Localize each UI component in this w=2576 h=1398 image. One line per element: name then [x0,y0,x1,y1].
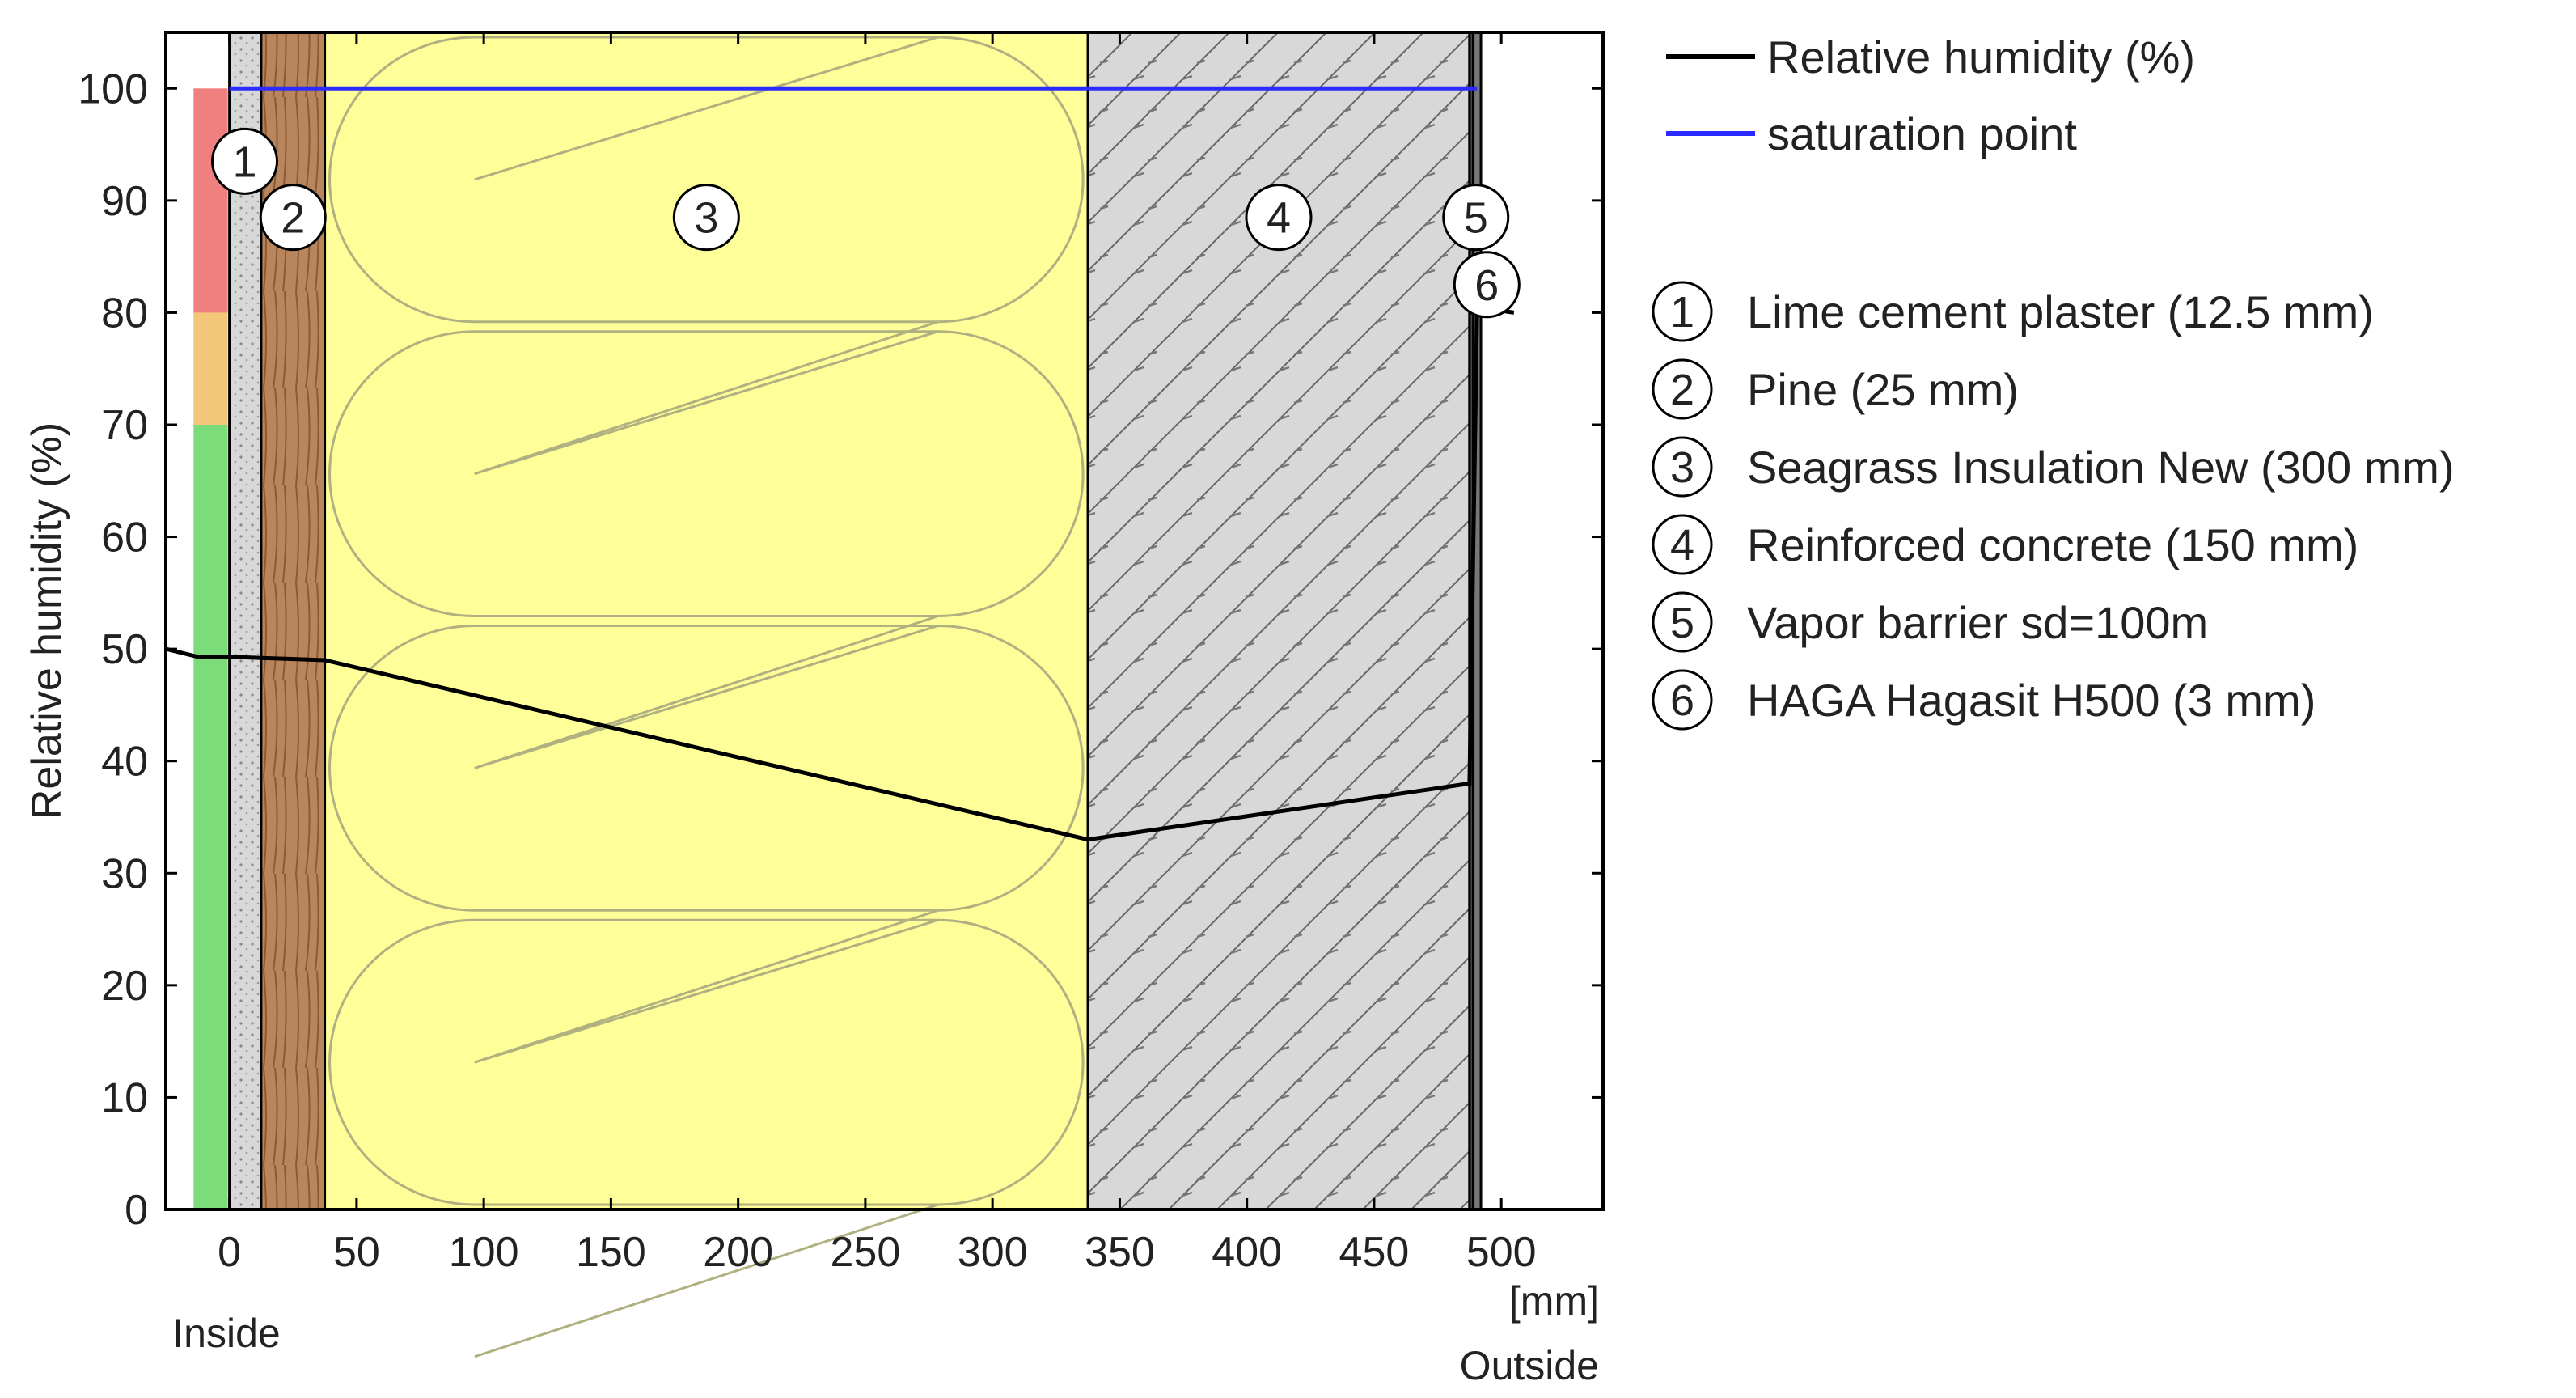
legend-layer-5-number: 5 [1670,599,1694,647]
legend-layer-2-number: 2 [1670,366,1694,414]
legend-layer-1-number: 1 [1670,288,1694,337]
legend-layer-5-marker [1652,591,1713,653]
x-tick-label-200: 200 [703,1229,773,1276]
layer-2-marker-number: 2 [281,194,305,243]
y-tick-label-20: 20 [101,963,148,1010]
layer-1-marker-number: 1 [232,138,256,186]
x-tick-label-400: 400 [1212,1229,1282,1276]
x-unit-label: [mm] [1509,1278,1599,1324]
insulation-loop-left-0 [328,36,938,324]
layer-6-marker-number: 6 [1474,261,1499,310]
layer-3-marker-number: 3 [694,194,718,243]
insulation-loop-right-0 [474,36,1085,476]
comfort-band-0 [193,425,228,1209]
x-tick-label-450: 450 [1339,1229,1410,1276]
insulation-loop-right-2 [474,624,1085,1064]
y-tick-label-90: 90 [101,178,148,225]
legend-layer-3-marker [1652,436,1713,498]
legend-layer-5-label: Vapor barrier sd=100m [1747,597,2208,648]
y-tick-label-100: 100 [78,66,148,112]
y-tick-label-80: 80 [101,290,148,337]
legend-layer-1-label: Lime cement plaster (12.5 mm) [1747,286,2374,337]
insulation-loop-left-1 [328,330,938,617]
legend-layer-6-label: HAGA Hagasit H500 (3 mm) [1747,675,2316,726]
legend-layer-2-label: Pine (25 mm) [1747,364,2019,415]
layer-5-marker [1442,184,1510,252]
y-tick-label-0: 0 [125,1187,148,1234]
x-tick-label-150: 150 [576,1229,646,1276]
x-tick-label-500: 500 [1466,1229,1537,1276]
y-tick-label-70: 70 [101,402,148,449]
legend-label-0: Relative humidity (%) [1767,32,2195,83]
legend-layer-6-number: 6 [1670,676,1694,725]
y-tick-label-30: 30 [101,850,148,897]
plot-frame [164,31,1605,1211]
insulation-loop-right-3 [474,918,1085,1358]
legend-label-1: saturation point [1767,108,2077,159]
layer-6-marker [1453,251,1521,319]
legend-layer-4-marker [1652,514,1713,575]
legend-layer-2-marker [1652,358,1713,420]
x-tick-label-350: 350 [1085,1229,1155,1276]
legend-layer-6-marker [1652,669,1713,731]
layer-1-marker [210,127,278,195]
legend-layer-3-number: 3 [1670,443,1694,492]
layer-1-rect [228,31,263,1211]
y-tick-label-50: 50 [101,626,148,673]
outside-label: Outside [1460,1343,1599,1388]
insulation-loop-left-2 [328,625,938,912]
legend-layer-4-number: 4 [1670,521,1694,570]
comfort-band-1 [193,312,228,425]
insulation-loop-right-1 [474,330,1085,769]
insulation-pattern [328,36,1085,1358]
layer-4-marker-number: 4 [1267,194,1291,243]
x-tick-label-0: 0 [218,1229,241,1276]
y-tick-label-60: 60 [101,515,148,561]
x-tick-label-300: 300 [958,1229,1028,1276]
layer-4-marker [1245,184,1313,252]
layer-2-marker [259,184,327,252]
legend-layer-4-label: Reinforced concrete (150 mm) [1747,519,2358,570]
x-tick-label-100: 100 [449,1229,519,1276]
layer-3-marker [672,184,740,252]
layer-5-marker-number: 5 [1464,194,1488,243]
y-axis-title: Relative humidity (%) [23,422,70,820]
inside-label: Inside [172,1311,280,1356]
legend-layer-3-label: Seagrass Insulation New (300 mm) [1747,442,2455,493]
insulation-loop-left-3 [328,918,938,1206]
y-tick-label-40: 40 [101,739,148,786]
legend-layer-1-marker [1652,281,1713,342]
x-tick-label-250: 250 [831,1229,901,1276]
x-tick-label-50: 50 [333,1229,380,1276]
y-tick-label-10: 10 [101,1074,148,1121]
series-line-0 [165,304,1515,842]
comfort-band-2 [193,88,228,313]
